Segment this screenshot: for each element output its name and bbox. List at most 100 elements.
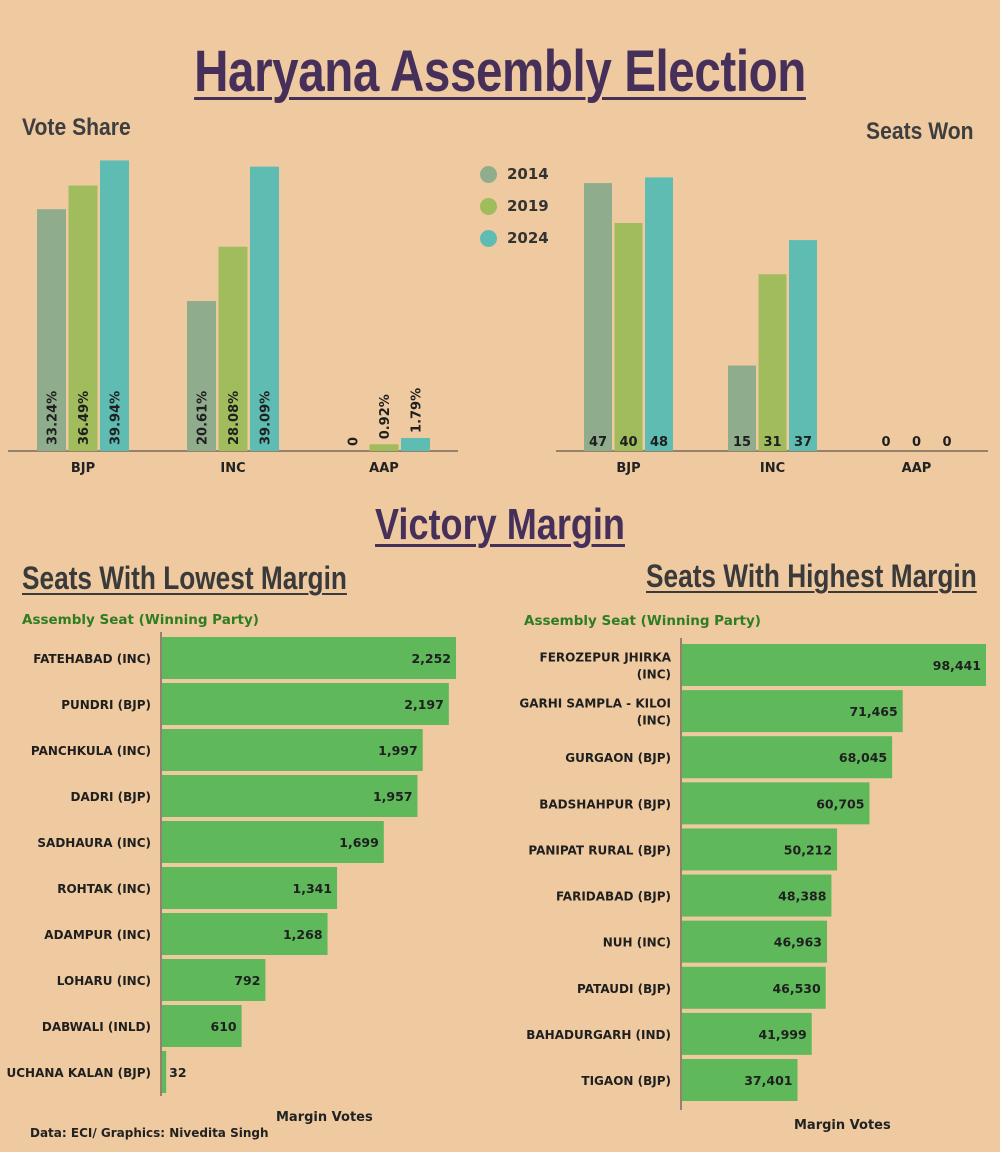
highest-margin-category-panipat-rural-bjp: PANIPAT RURAL (BJP) xyxy=(528,843,671,857)
highest-margin-value-gurgaon-bjp: 68,045 xyxy=(839,750,887,765)
highest-margin-value-faridabad-bjp: 48,388 xyxy=(778,889,826,904)
highest-margin-value-pataudi-bjp: 46,530 xyxy=(772,981,821,996)
highest-margin-value-tigaon-bjp: 37,401 xyxy=(744,1073,792,1088)
seats-won-label-inc-2019: 31 xyxy=(763,435,781,450)
seats-won-label-aap-2024: 0 xyxy=(942,435,951,450)
lowest-margin-category-adampur-inc: ADAMPUR (INC) xyxy=(44,928,151,942)
seats-won-bar-bjp-2024 xyxy=(645,177,673,451)
lowest-x-axis-label: Margin Votes xyxy=(276,1110,373,1125)
seats-won-title: Seats Won xyxy=(866,118,974,145)
seats-won-bar-inc-2024 xyxy=(789,240,817,451)
seats-won-tick-aap: AAP xyxy=(902,461,932,476)
highest-margin-category-badshahpur-bjp: BADSHAHPUR (BJP) xyxy=(539,797,671,811)
vote-share-bar-aap-2019 xyxy=(369,444,399,451)
vote-share-bar-inc-2024 xyxy=(250,166,279,452)
lowest-margin-category-uchana-kalan-bjp: UCHANA KALAN (BJP) xyxy=(6,1066,151,1080)
highest-margin-bar-badshahpur-bjp xyxy=(682,782,870,825)
seats-won-label-aap-2014: 0 xyxy=(881,435,890,450)
lowest-margin-category-dadri-bjp: DADRI (BJP) xyxy=(71,790,151,804)
highest-margin-category-gurgaon-bjp: GURGAON (BJP) xyxy=(565,751,671,765)
seats-won-bar-inc-2019 xyxy=(758,274,787,451)
lowest-margin-bar-dadri-bjp xyxy=(162,775,418,817)
seats-won-bar-bjp-2019 xyxy=(614,223,643,451)
lowest-margin-value-pundri-bjp: 2,197 xyxy=(404,697,444,712)
lowest-margin-value-rohtak-inc: 1,341 xyxy=(293,881,333,896)
vote-share-label-aap-2024: 1.79% xyxy=(410,388,425,433)
lowest-margin-bar-fatehabad-inc xyxy=(162,637,456,679)
legend-swatch-2014 xyxy=(480,165,497,183)
seats-won-label-aap-2019: 0 xyxy=(912,435,921,450)
highest-margin-category-ferozepur-jhirka-inc-line2: (INC) xyxy=(637,668,671,682)
lowest-margin-value-dadri-bjp: 1,957 xyxy=(373,789,413,804)
legend-item-2019: 2019 xyxy=(480,190,549,222)
page-title: Haryana Assembly Election xyxy=(194,39,806,104)
lowest-margin-category-pundri-bjp: PUNDRI (BJP) xyxy=(61,698,151,712)
lowest-margin-bar-pundri-bjp xyxy=(162,683,449,725)
highest-margin-category-faridabad-bjp: FARIDABAD (BJP) xyxy=(556,890,671,904)
highest-margin-category-pataudi-bjp: PATAUDI (BJP) xyxy=(577,982,671,996)
lowest-margin-bar-sadhaura-inc xyxy=(162,821,384,863)
vote-share-label-inc-2024: 39.09% xyxy=(259,391,274,445)
highest-margin-bar-panipat-rural-bjp xyxy=(682,828,838,871)
lowest-margin-category-loharu-inc: LOHARU (INC) xyxy=(57,974,151,988)
lowest-margin-category-sadhaura-inc: SADHAURA (INC) xyxy=(37,836,151,850)
seats-won-label-bjp-2019: 40 xyxy=(619,435,637,450)
lowest-margin-value-adampur-inc: 1,268 xyxy=(283,927,323,942)
lowest-margin-category-panchkula-inc: PANCHKULA (INC) xyxy=(31,744,151,758)
lowest-margin-title: Seats With Lowest Margin xyxy=(22,560,347,596)
highest-margin-category-garhi-sampla-kiloi-inc-line2: (INC) xyxy=(637,714,671,728)
vote-share-bar-aap-2024 xyxy=(401,437,430,451)
vote-share-bar-bjp-2014 xyxy=(37,209,66,451)
highest-margin-value-garhi-sampla-kiloi-inc: 71,465 xyxy=(849,704,897,719)
lowest-margin-bar-panchkula-inc xyxy=(162,729,423,771)
lowest-margin-bar-dabwali-inld xyxy=(162,1005,242,1047)
highest-margin-category-garhi-sampla-kiloi-inc-line1: GARHI SAMPLA - KILOI xyxy=(519,697,671,711)
seats-won-bar-inc-2014 xyxy=(728,365,756,451)
highest-margin-bar-pataudi-bjp xyxy=(682,966,826,1009)
vote-share-label-aap-2014: 0 xyxy=(347,437,362,446)
vote-share-label-bjp-2024: 39.94% xyxy=(109,391,124,445)
seats-won-label-bjp-2024: 48 xyxy=(650,435,668,450)
highest-x-axis-label: Margin Votes xyxy=(794,1118,891,1133)
lowest-margin-bar-loharu-inc xyxy=(162,959,266,1001)
highest-margin-category-bahadurgarh-ind: BAHADURGARH (IND) xyxy=(526,1028,671,1042)
highest-margin-value-ferozepur-jhirka-inc: 98,441 xyxy=(933,658,981,673)
highest-margin-value-bahadurgarh-ind: 41,999 xyxy=(758,1027,806,1042)
seats-won-tick-inc: INC xyxy=(760,461,785,476)
seats-won-tick-bjp: BJP xyxy=(616,461,640,476)
vote-share-label-bjp-2014: 33.24% xyxy=(46,391,61,445)
vote-share-bar-bjp-2024 xyxy=(100,160,129,451)
seats-won-label-inc-2024: 37 xyxy=(794,435,812,450)
highest-margin-bar-ferozepur-jhirka-inc xyxy=(682,644,986,686)
vote-share-bar-inc-2019 xyxy=(218,246,248,451)
lowest-margin-bar-rohtak-inc xyxy=(162,867,338,909)
highest-margin-value-nuh-inc: 46,963 xyxy=(774,935,822,950)
vote-share-bar-inc-2014 xyxy=(187,301,216,451)
lowest-margin-value-panchkula-inc: 1,997 xyxy=(378,743,418,758)
highest-margin-title: Seats With Highest Margin xyxy=(646,558,977,594)
vote-share-label-inc-2019: 28.08% xyxy=(227,391,242,445)
highest-margin-value-panipat-rural-bjp: 50,212 xyxy=(784,842,832,857)
lowest-margin-bar-uchana-kalan-bjp xyxy=(162,1051,167,1093)
source-credit: Data: ECI/ Graphics: Nivedita Singh xyxy=(30,1126,269,1140)
highest-margin-value-badshahpur-bjp: 60,705 xyxy=(816,796,864,811)
highest-margin-bar-tigaon-bjp xyxy=(682,1059,798,1101)
highest-margin-bar-gurgaon-bjp xyxy=(682,736,893,779)
legend-label-2014: 2014 xyxy=(507,165,549,183)
lowest-margin-value-uchana-kalan-bjp: 32 xyxy=(169,1065,186,1080)
legend-item-2014: 2014 xyxy=(480,158,549,190)
legend-swatch-2024 xyxy=(480,229,497,247)
legend: 2014 2019 2024 xyxy=(480,158,549,254)
highest-margin-category-tigaon-bjp: TIGAON (BJP) xyxy=(581,1074,671,1088)
seats-won-label-bjp-2014: 47 xyxy=(589,435,607,450)
highest-margin-category-ferozepur-jhirka-inc-line1: FEROZEPUR JHIRKA xyxy=(540,651,672,665)
vote-share-tick-aap: AAP xyxy=(369,461,399,476)
vote-share-title: Vote Share xyxy=(22,114,131,141)
seats-won-bar-bjp-2014 xyxy=(584,183,612,451)
seats-won-label-inc-2014: 15 xyxy=(733,435,751,450)
vote-share-label-bjp-2019: 36.49% xyxy=(77,391,92,445)
lowest-margin-category-dabwali-inld: DABWALI (INLD) xyxy=(42,1020,151,1034)
lowest-margin-value-loharu-inc: 792 xyxy=(234,973,260,988)
lowest-margin-value-fatehabad-inc: 2,252 xyxy=(411,651,451,666)
